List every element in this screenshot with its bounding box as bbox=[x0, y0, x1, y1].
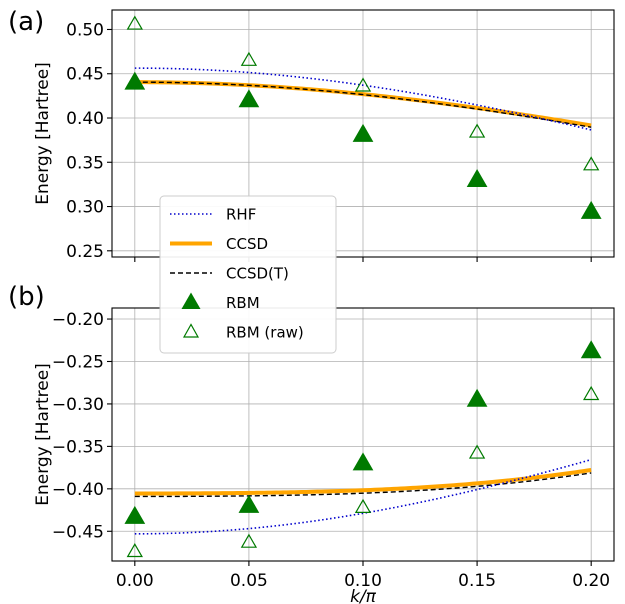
rbm-marker bbox=[124, 71, 146, 90]
ccsdt-curve bbox=[134, 81, 592, 128]
rbm-marker bbox=[580, 340, 602, 359]
legend-label: RHF bbox=[226, 206, 256, 224]
legend-item-ccsd: CCSD bbox=[170, 235, 268, 253]
legend-item-rbm: RBM bbox=[181, 292, 260, 312]
rbm-raw-marker bbox=[583, 156, 600, 171]
panel-b: 0.00 0.05 0.10 0.15 0.20 −0.45 −0.40 −0.35 −0.30… bbox=[8, 282, 615, 604]
y-tick-label: 0.30 bbox=[66, 198, 104, 218]
legend-handle-rbm bbox=[181, 292, 201, 309]
rbm-raw-marker bbox=[126, 15, 143, 30]
rbm-raw-marker bbox=[240, 51, 258, 66]
rbm-raw-marker bbox=[468, 123, 486, 138]
y-tick-label: 0.40 bbox=[66, 109, 104, 129]
rbm-raw-marker bbox=[354, 498, 372, 513]
x-tick-label: 0.15 bbox=[458, 571, 496, 591]
rbm-marker bbox=[352, 452, 374, 471]
y-tick-label: −0.25 bbox=[52, 352, 104, 372]
panel-label: (a) bbox=[8, 7, 44, 37]
legend-label: RBM bbox=[226, 294, 260, 312]
y-tick-label: 0.35 bbox=[66, 153, 104, 173]
ccsdt-curve bbox=[134, 472, 592, 498]
y-axis-label: Energy [Hartree] bbox=[33, 62, 53, 205]
rbm-raw-marker bbox=[468, 444, 486, 459]
y-tick-label: 0.50 bbox=[66, 20, 104, 40]
legend-item-ccsdt: CCSD(T) bbox=[170, 265, 289, 283]
legend-box bbox=[159, 195, 337, 354]
y-tick-label: −0.30 bbox=[52, 395, 104, 415]
y-tick-label: −0.20 bbox=[52, 310, 104, 330]
rhf-curve bbox=[134, 458, 592, 535]
rbm-marker bbox=[124, 505, 146, 524]
legend-item-rhf: RHF bbox=[170, 206, 256, 224]
y-tick-label: −0.40 bbox=[52, 480, 104, 500]
y-tick-label: −0.35 bbox=[52, 437, 104, 457]
x-tick-label: 0.00 bbox=[116, 571, 154, 591]
rbm-raw-marker bbox=[126, 542, 143, 558]
legend-label: RBM (raw) bbox=[226, 324, 304, 342]
x-tick-label: 0.10 bbox=[344, 571, 382, 591]
legend: RHF CCSD CCSD(T) RBM RBM (raw) bbox=[159, 195, 337, 354]
rbm-marker bbox=[580, 200, 602, 219]
rhf-curve bbox=[134, 67, 592, 131]
rbm-raw-marker bbox=[583, 385, 600, 401]
legend-label: CCSD(T) bbox=[226, 265, 289, 283]
x-axis-label: k/π bbox=[350, 587, 377, 604]
y-tick-label: 0.45 bbox=[66, 65, 104, 85]
x-tick-label: 0.20 bbox=[572, 571, 610, 591]
rbm-marker bbox=[352, 123, 374, 142]
rbm-raw-marker bbox=[240, 533, 258, 548]
rbm-marker bbox=[238, 89, 260, 108]
rbm-raw-marker bbox=[354, 77, 372, 92]
y-axis-label: Energy [Hartree] bbox=[33, 363, 53, 506]
rbm-marker bbox=[466, 168, 488, 187]
rbm-marker bbox=[466, 388, 488, 407]
x-tick-label: 0.05 bbox=[230, 571, 268, 591]
panel-label: (b) bbox=[8, 282, 45, 312]
y-tick-label: −0.45 bbox=[52, 522, 104, 542]
legend-label: CCSD bbox=[226, 235, 268, 253]
legend-handle-rbm-raw bbox=[182, 323, 200, 338]
rbm-marker bbox=[238, 494, 260, 513]
y-tick-label: 0.25 bbox=[66, 242, 104, 262]
legend-item-rbm-raw: RBM (raw) bbox=[182, 323, 304, 342]
